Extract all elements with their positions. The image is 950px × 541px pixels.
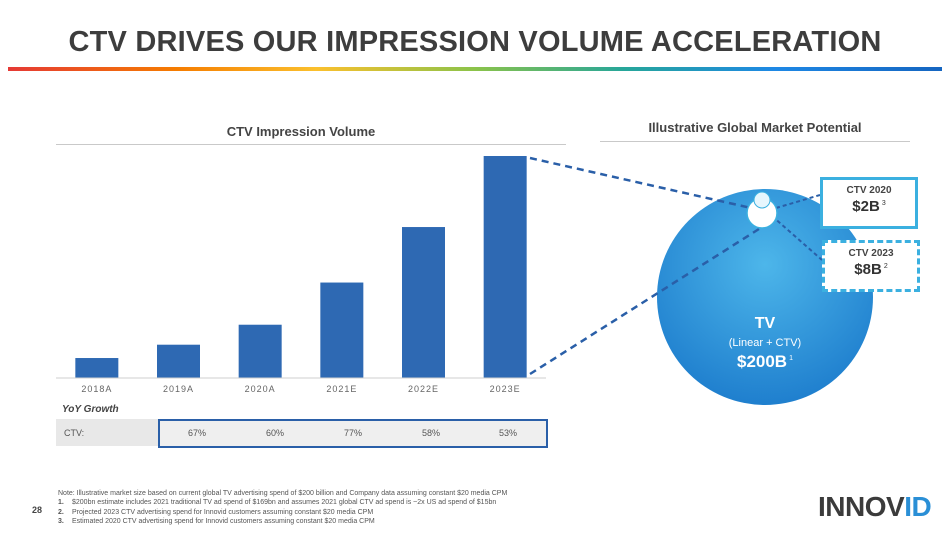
yoy-value: 77% — [343, 428, 362, 438]
tv-market-circle — [657, 189, 873, 405]
yoy-growth-label: YoY Growth — [62, 404, 119, 415]
bar-2023E — [483, 156, 527, 378]
bar-2018A — [75, 358, 119, 378]
yoy-highlight-box — [158, 419, 548, 448]
footnote-item: 2. Projected 2023 CTV advertising spend f… — [58, 508, 507, 517]
ctv-2020-value-line: $2B 3 — [823, 198, 915, 215]
footnote-text: Estimated 2020 CTV advertising spend for… — [72, 517, 375, 525]
tv-value: $200B — [736, 352, 788, 371]
ctv-2020-footnote-ref: 3 — [881, 200, 886, 207]
bar-2022E — [402, 227, 445, 378]
x-tick-label: 2018A — [81, 384, 112, 394]
yoy-value: 53% — [498, 428, 517, 438]
innovid-logo: INNOVID — [818, 491, 932, 523]
tv-footnote-ref: 1 — [789, 355, 793, 363]
x-tick-label: 2021E — [326, 384, 357, 394]
ctv-2020-label: CTV 2020 — [846, 185, 892, 196]
slide-title: CTV DRIVES OUR IMPRESSION VOLUME ACCELER… — [68, 26, 882, 58]
footnote-text: $200bn estimate includes 2021 traditiona… — [72, 499, 497, 507]
tv-subtitle: (Linear + CTV) — [728, 337, 802, 349]
logo-text-accent: ID — [904, 491, 932, 522]
logo-text-main: INNOV — [818, 491, 905, 522]
x-tick-label: 2023E — [490, 384, 521, 394]
x-tick-label: 2019A — [163, 384, 194, 394]
chart-title-rule — [56, 144, 566, 145]
ctv-2023-value: $8B — [854, 261, 882, 278]
ctv-2023-label: CTV 2023 — [848, 248, 894, 259]
ctv-2023-value-line: $8B 2 — [825, 261, 917, 278]
chart-title: CTV Impression Volume — [226, 124, 376, 139]
callout-connector-2020 — [775, 194, 821, 209]
ctv-2020-marker — [753, 191, 771, 209]
title-gradient-rule — [8, 67, 942, 71]
footnote-number: 2. — [58, 508, 64, 516]
market-title: Illustrative Global Market Potential — [648, 120, 862, 135]
footnote-number: 3. — [58, 517, 64, 525]
bar-2021E — [320, 282, 364, 378]
footnote-item: 1. $200bn estimate includes 2021 traditio… — [58, 498, 507, 507]
footnote-text: Projected 2023 CTV advertising spend for… — [72, 508, 374, 516]
footnotes: Note: Illustrative market size based on … — [58, 489, 507, 526]
projection-line-top — [529, 156, 761, 212]
yoy-row-name: CTV: — [64, 428, 85, 438]
ctv-2023-footnote-ref: 2 — [883, 263, 888, 270]
x-tick-label: 2020A — [245, 384, 276, 394]
market-title-rule — [600, 141, 910, 142]
footnote-intro: Note: Illustrative market size based on … — [58, 490, 508, 497]
footnote-number: 1. — [58, 499, 64, 507]
yoy-value: 67% — [187, 428, 206, 438]
tv-title: TV — [754, 315, 776, 332]
bar-2019A — [157, 344, 200, 378]
page-number: 28 — [32, 505, 43, 515]
x-tick-label: 2022E — [408, 384, 439, 394]
bar-2020A — [238, 324, 282, 378]
footnote-item: 3. Estimated 2020 CTV advertising spend f… — [58, 517, 507, 526]
ctv-2020-value: $2B — [852, 198, 880, 215]
ctv-2023-callout: CTV 2023 $8B 2 — [822, 240, 920, 292]
ctv-2020-callout: CTV 2020 $2B 3 — [820, 177, 918, 229]
yoy-value: 60% — [265, 428, 284, 438]
tv-value-line: $200B 1 — [690, 352, 840, 372]
yoy-value: 58% — [421, 428, 440, 438]
